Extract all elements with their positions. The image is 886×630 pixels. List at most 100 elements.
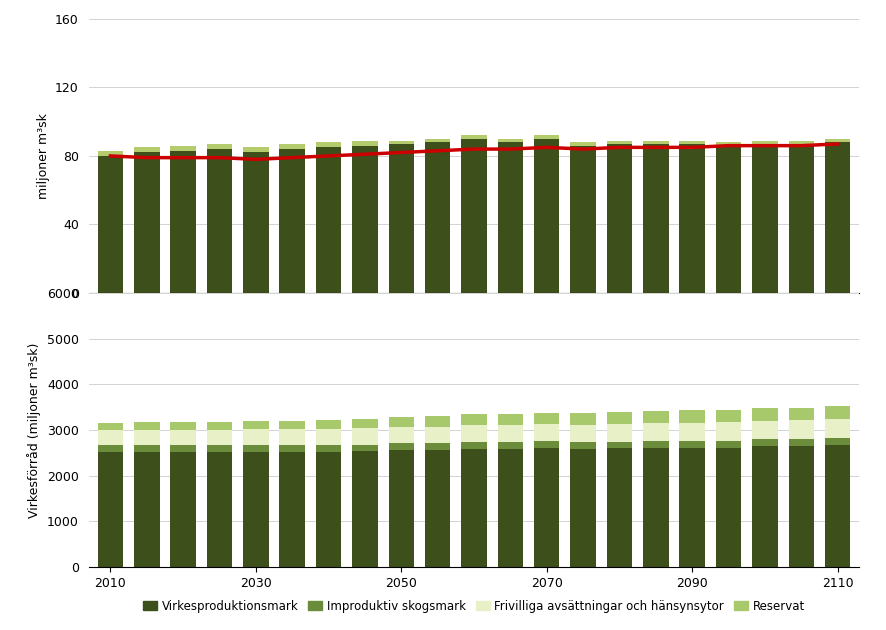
Bar	[389, 450, 414, 567]
Bar	[425, 139, 450, 142]
Bar	[498, 449, 523, 567]
Bar	[534, 413, 559, 424]
Bar	[353, 140, 377, 146]
Bar	[571, 413, 595, 425]
Legend: Virkesproduktionsmark, Improduktiv skogsmark, Frivilliga avsättningar och hänsyn: Virkesproduktionsmark, Improduktiv skogs…	[138, 595, 810, 617]
Bar	[680, 423, 705, 441]
Bar	[243, 152, 268, 293]
Bar	[97, 452, 123, 567]
Bar	[353, 445, 377, 452]
Bar	[279, 452, 305, 567]
Bar	[571, 146, 595, 293]
Bar	[315, 147, 341, 293]
Y-axis label: Virkesförråd (miljoner m³sk): Virkesförråd (miljoner m³sk)	[27, 342, 42, 518]
Bar	[534, 449, 559, 567]
Bar	[752, 446, 778, 567]
Bar	[534, 139, 559, 293]
Bar	[607, 424, 633, 442]
Bar	[498, 414, 523, 425]
Bar	[279, 144, 305, 149]
Bar	[716, 142, 742, 146]
Bar	[206, 144, 232, 149]
Bar	[716, 146, 742, 293]
Bar	[716, 410, 742, 422]
Bar	[462, 449, 486, 567]
Bar	[789, 420, 814, 438]
Bar	[243, 421, 268, 429]
Bar	[134, 422, 159, 430]
Bar	[643, 449, 669, 567]
Bar	[716, 447, 742, 567]
Bar	[825, 406, 851, 419]
Bar	[680, 448, 705, 567]
Bar	[534, 442, 559, 449]
Bar	[498, 139, 523, 142]
Bar	[680, 410, 705, 423]
Bar	[789, 408, 814, 420]
Bar	[498, 142, 523, 293]
Bar	[643, 411, 669, 423]
Bar	[680, 140, 705, 144]
Bar	[97, 156, 123, 293]
Bar	[279, 421, 305, 429]
Bar	[498, 442, 523, 449]
Bar	[243, 147, 268, 152]
Bar	[315, 452, 341, 567]
Bar	[206, 421, 232, 430]
Bar	[752, 439, 778, 446]
Bar	[571, 142, 595, 146]
Bar	[462, 415, 486, 425]
Bar	[425, 416, 450, 427]
Bar	[389, 140, 414, 144]
Bar	[170, 422, 196, 430]
Bar	[170, 430, 196, 445]
Bar	[170, 452, 196, 567]
Bar	[243, 429, 268, 445]
Bar	[134, 430, 159, 445]
Bar	[425, 142, 450, 293]
Bar	[825, 438, 851, 445]
Bar	[607, 140, 633, 144]
Bar	[716, 441, 742, 447]
Bar	[607, 412, 633, 424]
Bar	[752, 421, 778, 439]
Bar	[279, 149, 305, 293]
Bar	[134, 445, 159, 452]
Bar	[353, 419, 377, 428]
Bar	[425, 450, 450, 567]
Bar	[571, 442, 595, 449]
Bar	[279, 445, 305, 452]
Bar	[462, 139, 486, 293]
Bar	[206, 452, 232, 567]
Bar	[789, 140, 814, 144]
Bar	[206, 430, 232, 445]
Bar	[462, 425, 486, 442]
Bar	[643, 144, 669, 293]
Bar	[607, 449, 633, 567]
Bar	[607, 442, 633, 449]
Bar	[571, 449, 595, 567]
Bar	[389, 144, 414, 293]
Bar	[353, 452, 377, 567]
Bar	[170, 151, 196, 293]
Bar	[825, 419, 851, 438]
Bar	[389, 444, 414, 450]
Bar	[643, 423, 669, 442]
Bar	[315, 420, 341, 428]
Bar	[643, 140, 669, 144]
Bar	[534, 135, 559, 139]
Bar	[315, 428, 341, 445]
Bar	[716, 422, 742, 441]
Bar	[462, 135, 486, 139]
Bar	[315, 445, 341, 452]
Bar	[97, 445, 123, 452]
Bar	[134, 452, 159, 567]
Bar	[825, 445, 851, 567]
Bar	[206, 445, 232, 452]
Bar	[389, 427, 414, 444]
Bar	[97, 423, 123, 430]
Bar	[315, 142, 341, 147]
Bar	[206, 149, 232, 293]
Bar	[353, 428, 377, 445]
Bar	[353, 146, 377, 293]
